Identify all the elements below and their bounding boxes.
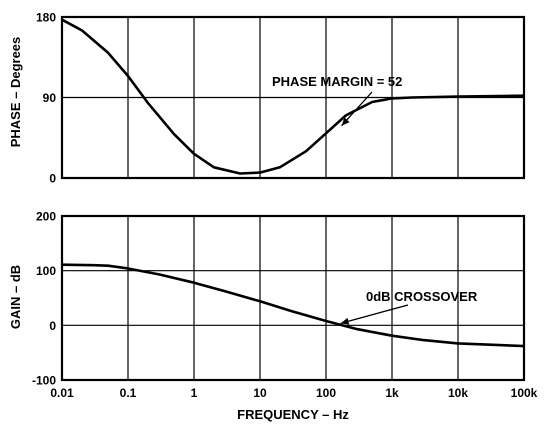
x-tick-label: 1	[191, 386, 198, 400]
crossover-arrow	[340, 304, 409, 324]
gain-curve	[61, 263, 525, 348]
gain-y-tick-label: -100	[32, 374, 56, 388]
crossover-annotation: 0dB CROSSOVER	[366, 289, 478, 304]
phase-frame	[60, 15, 526, 180]
phase-y-tick-label: 0	[49, 172, 56, 186]
gain-frame	[60, 214, 526, 382]
gain-y-axis-label: GAIN – dB	[8, 265, 23, 329]
gain-y-tick-label: 100	[36, 264, 56, 278]
x-axis-label: FREQUENCY – Hz	[237, 407, 349, 422]
phase-y-axis-label: PHASE – Degrees	[8, 37, 23, 148]
x-tick-label: 100	[316, 386, 336, 400]
x-tick-label: 10	[253, 386, 267, 400]
phase-y-tick-label: 90	[43, 91, 57, 105]
gain-y-tick-labels: -100 0 100 200	[32, 210, 56, 388]
gain-x-tick-labels: 0.01 0.1 1 10 100 1k 10k 100k	[50, 386, 537, 400]
x-tick-label: 100k	[511, 386, 538, 400]
x-tick-label: 0.1	[120, 386, 137, 400]
x-tick-label: 0.01	[50, 386, 74, 400]
phase-curve	[61, 18, 525, 175]
x-tick-label: 1k	[385, 386, 399, 400]
phase-y-tick-labels: 0 90 180	[36, 11, 56, 186]
gain-y-tick-label: 200	[36, 210, 56, 224]
phase-y-tick-label: 180	[36, 11, 56, 25]
gain-panel: -100 0 100 200 0.01 0.1 1 10 100 1k 10k 100k GAIN …	[8, 210, 538, 423]
phase-margin-arrowhead	[341, 117, 350, 126]
x-tick-label: 10k	[448, 386, 468, 400]
gain-grid	[62, 216, 524, 380]
phase-panel: 0 90 180 PHASE – Degrees PHASE MARGIN = 52	[8, 11, 526, 186]
phase-margin-annotation: PHASE MARGIN = 52	[272, 74, 402, 89]
gain-y-tick-label: 0	[49, 319, 56, 333]
crossover-arrowhead	[340, 317, 350, 325]
